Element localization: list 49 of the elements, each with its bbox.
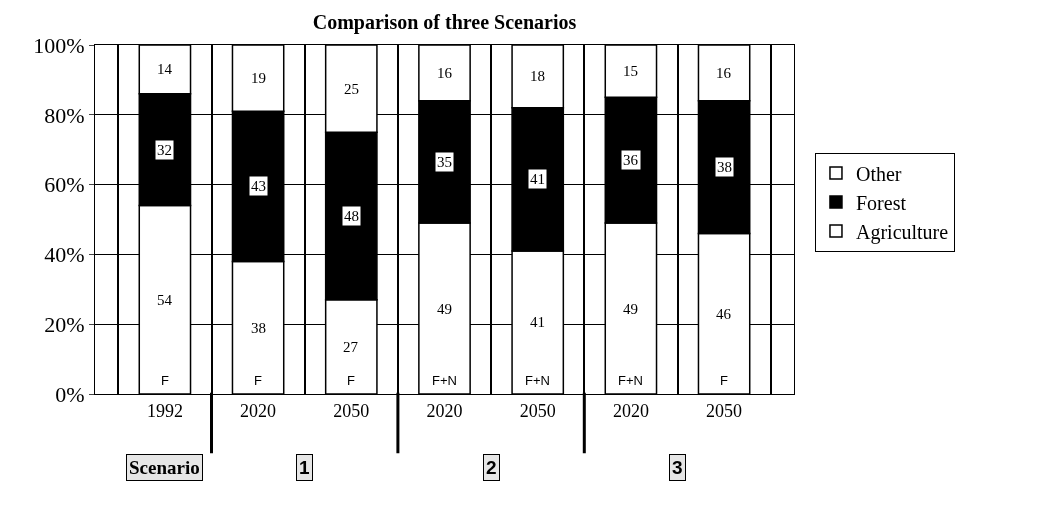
text: 1 (299, 457, 310, 478)
text: 3 (672, 457, 683, 478)
legend-label: Other (855, 162, 902, 185)
x-tick-label: 2050 (706, 400, 743, 421)
annotation: F (254, 373, 262, 388)
annotation: F+N (525, 373, 550, 388)
data-label: 15 (623, 63, 638, 79)
x-tick-label: 1992 (146, 400, 183, 421)
x-tick-label: 2020 (240, 400, 277, 421)
data-label: 38 (251, 320, 266, 336)
chart-title: Comparison of three Scenarios (312, 11, 577, 35)
data-label: 16 (437, 65, 453, 81)
data-label: 25 (344, 81, 359, 97)
data-label: 43 (251, 178, 266, 194)
data-label: 38 (717, 159, 732, 175)
data-label: 18 (530, 68, 545, 84)
y-tick-label: 0% (55, 381, 85, 407)
annotation: F (720, 373, 728, 388)
annotation: F+N (432, 373, 457, 388)
data-label: 19 (251, 70, 266, 86)
data-label: 32 (157, 142, 172, 158)
data-label: 41 (530, 314, 545, 330)
data-label: 41 (530, 171, 545, 187)
data-label: 49 (437, 301, 452, 317)
data-label: 46 (716, 306, 732, 322)
annotation: F (347, 373, 355, 388)
y-tick-label: 60% (44, 172, 85, 198)
annotation: F (161, 373, 169, 388)
data-label: 48 (344, 208, 359, 224)
x-tick-label: 2020 (612, 400, 649, 421)
data-label: 36 (623, 152, 639, 168)
legend-label: Forest (855, 191, 907, 214)
data-label: 27 (343, 339, 359, 355)
data-label: 49 (623, 301, 638, 317)
text: Scenario (129, 457, 200, 478)
y-tick-label: 100% (33, 32, 85, 58)
data-label: 54 (157, 292, 173, 308)
x-tick-label: 2050 (519, 400, 556, 421)
data-label: 35 (437, 154, 452, 170)
data-label: 14 (157, 61, 173, 77)
y-tick-label: 40% (44, 242, 85, 268)
annotation: F+N (618, 373, 643, 388)
legend-label: Agriculture (855, 220, 949, 244)
text: 2 (486, 457, 497, 478)
data-label: 16 (716, 65, 732, 81)
x-tick-label: 2050 (333, 400, 370, 421)
y-tick-label: 20% (44, 311, 85, 337)
y-tick-label: 80% (44, 102, 85, 128)
x-tick-label: 2020 (426, 400, 463, 421)
